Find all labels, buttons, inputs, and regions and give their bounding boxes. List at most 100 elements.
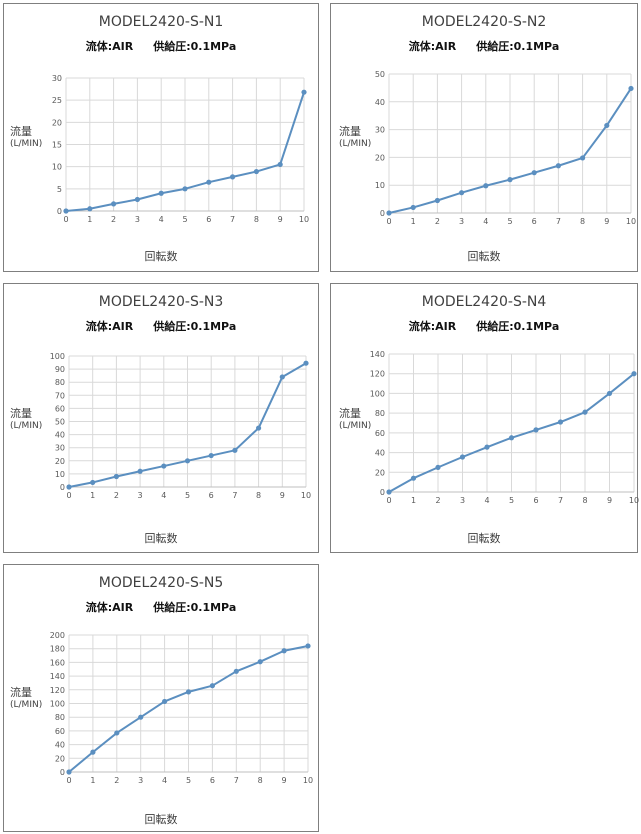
data-point xyxy=(158,190,164,196)
data-point xyxy=(628,85,634,92)
data-point xyxy=(606,390,613,397)
y-tick-label: 80 xyxy=(55,378,65,387)
x-tick-label: 10 xyxy=(629,496,639,505)
chart-subtitle: 流体:AIR 供給圧:0.1MPa xyxy=(4,318,318,334)
y-axis-unit: (L/MIN) xyxy=(10,139,43,149)
y-axis-unit: (L/MIN) xyxy=(10,421,43,431)
data-point xyxy=(555,163,561,169)
data-point xyxy=(111,201,117,207)
x-tick-label: 8 xyxy=(258,776,263,785)
x-axis-label: 回転数 xyxy=(144,813,178,826)
x-tick-label: 2 xyxy=(435,496,440,505)
data-point xyxy=(137,468,143,474)
chart-subtitle: 流体:AIR 供給圧:0.1MPa xyxy=(4,599,318,615)
x-tick-label: 2 xyxy=(114,491,119,500)
chart-title: MODEL2420-S-N2 xyxy=(421,14,547,30)
x-tick-label: 7 xyxy=(230,215,235,224)
y-tick-label: 5 xyxy=(57,185,62,194)
x-tick-label: 6 xyxy=(206,215,211,224)
subtitle-fluid: 流体:AIR xyxy=(85,320,134,333)
chart-panel-n1: MODEL2420-S-N1 流体:AIR 供給圧:0.1MPa 流量 (L/MIN… xyxy=(3,3,319,272)
x-tick-label: 2 xyxy=(435,217,440,226)
data-point xyxy=(507,177,513,183)
x-tick-label: 0 xyxy=(66,776,71,785)
x-tick-label: 5 xyxy=(185,491,190,500)
data-point xyxy=(209,683,215,689)
y-axis-title: 流量 xyxy=(10,407,32,420)
y-axis-unit: (L/MIN) xyxy=(339,139,372,149)
x-tick-label: 2 xyxy=(114,776,119,785)
y-tick-label: 140 xyxy=(370,350,385,359)
data-point xyxy=(277,161,283,168)
data-point xyxy=(279,374,285,380)
data-point xyxy=(182,186,188,192)
y-axis-unit: (L/MIN) xyxy=(339,421,372,431)
x-tick-label: 2 xyxy=(111,215,116,224)
data-point xyxy=(87,206,93,212)
y-tick-label: 20 xyxy=(375,468,385,477)
y-tick-label: 20 xyxy=(52,118,62,127)
y-axis-title: 流量 xyxy=(10,686,32,699)
data-point xyxy=(113,473,119,480)
data-point xyxy=(434,197,440,204)
y-tick-label: 50 xyxy=(55,418,65,427)
y-tick-label: 0 xyxy=(380,209,385,218)
data-point xyxy=(484,444,490,450)
data-point xyxy=(208,452,214,459)
chart-plot-n3: 0 10 20 30 40 50 60 70 80 90 100 0 1 2 3 4 5 6 7 8 9 10 xyxy=(50,352,311,500)
y-tick-label: 40 xyxy=(55,741,65,750)
y-tick-label: 180 xyxy=(50,645,65,654)
data-point xyxy=(90,479,96,486)
y-tick-label: 10 xyxy=(52,163,62,172)
x-tick-label: 9 xyxy=(280,491,285,500)
y-tick-label: 20 xyxy=(55,754,65,763)
y-tick-label: 160 xyxy=(50,658,65,667)
y-tick-label: 0 xyxy=(60,483,65,492)
y-tick-label: 100 xyxy=(370,389,385,398)
data-point xyxy=(459,190,465,196)
y-tick-label: 20 xyxy=(375,153,385,162)
y-tick-label: 40 xyxy=(55,431,65,440)
data-point xyxy=(508,435,515,441)
y-axis-label: 流量 (L/MIN) xyxy=(10,126,42,150)
chart-subtitle: 流体:AIR 供給圧:0.1MPa xyxy=(331,38,637,54)
data-point xyxy=(184,458,191,464)
data-point xyxy=(66,484,72,490)
x-axis-label: 回転数 xyxy=(467,532,501,545)
subtitle-pressure: 供給圧:0.1MPa xyxy=(153,320,237,333)
y-axis-label: 流量 (L/MIN) xyxy=(10,687,42,711)
x-tick-label: 5 xyxy=(182,215,187,224)
x-tick-label: 6 xyxy=(210,776,215,785)
x-tick-label: 1 xyxy=(90,491,95,500)
y-axis-title: 流量 xyxy=(339,125,361,138)
data-point xyxy=(114,730,120,736)
y-tick-label: 15 xyxy=(52,141,62,150)
subtitle-fluid: 流体:AIR xyxy=(85,40,134,53)
y-tick-label: 10 xyxy=(375,181,385,190)
x-tick-label: 9 xyxy=(282,776,287,785)
chart-panel-n3: MODEL2420-S-N3 流体:AIR 供給圧:0.1MPa 流量 (L/MIN… xyxy=(3,283,319,553)
x-axis-label: 回転数 xyxy=(467,250,501,263)
data-point xyxy=(66,769,72,775)
y-tick-label: 25 xyxy=(52,96,62,105)
chart-subtitle: 流体:AIR 供給圧:0.1MPa xyxy=(4,38,318,54)
x-tick-label: 6 xyxy=(209,491,214,500)
x-tick-label: 7 xyxy=(558,496,563,505)
y-axis-title: 流量 xyxy=(10,125,32,138)
data-point xyxy=(435,464,441,470)
x-tick-label: 0 xyxy=(63,215,68,224)
y-tick-label: 140 xyxy=(50,672,65,681)
y-axis-label: 流量 (L/MIN) xyxy=(339,408,371,432)
y-tick-label: 80 xyxy=(55,713,65,722)
data-point xyxy=(162,698,168,705)
x-tick-label: 5 xyxy=(509,496,514,505)
y-tick-label: 40 xyxy=(375,98,385,107)
y-tick-label: 120 xyxy=(50,686,65,695)
data-point xyxy=(232,447,238,453)
x-tick-label: 3 xyxy=(460,496,465,505)
data-point xyxy=(63,208,69,214)
data-point xyxy=(161,463,167,469)
data-point xyxy=(386,489,392,495)
y-axis-title: 流量 xyxy=(339,407,361,420)
y-tick-label: 200 xyxy=(50,631,65,640)
